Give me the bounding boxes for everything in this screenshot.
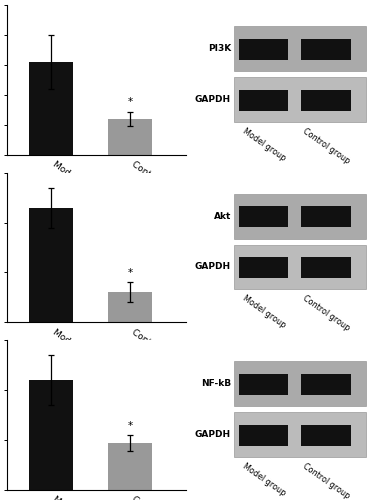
Text: GAPDH: GAPDH <box>195 95 231 104</box>
Bar <box>233 26 366 71</box>
Text: NF-kB: NF-kB <box>201 379 231 388</box>
Bar <box>233 194 366 238</box>
Bar <box>239 206 288 228</box>
Bar <box>233 244 366 290</box>
Bar <box>239 38 288 60</box>
Bar <box>301 374 351 395</box>
Text: GAPDH: GAPDH <box>195 430 231 439</box>
Bar <box>301 257 351 278</box>
Bar <box>239 374 288 395</box>
Bar <box>239 90 288 110</box>
Bar <box>301 90 351 110</box>
Bar <box>301 206 351 228</box>
Bar <box>233 77 366 122</box>
Text: GAPDH: GAPDH <box>195 262 231 272</box>
Text: *: * <box>128 420 133 430</box>
Bar <box>29 62 73 154</box>
Text: Control group: Control group <box>301 294 351 333</box>
Bar <box>29 208 73 322</box>
Bar <box>239 257 288 278</box>
Text: Control group: Control group <box>301 462 351 500</box>
Bar <box>239 425 288 446</box>
Bar <box>29 380 73 490</box>
Bar <box>109 119 152 154</box>
Text: *: * <box>128 268 133 278</box>
Text: Model group: Model group <box>241 126 287 162</box>
Text: PI3K: PI3K <box>208 44 231 53</box>
Text: Akt: Akt <box>214 212 231 220</box>
Bar <box>301 425 351 446</box>
Bar <box>233 412 366 457</box>
Bar <box>233 362 366 406</box>
Bar <box>109 443 152 490</box>
Bar <box>301 38 351 60</box>
Text: Model group: Model group <box>241 462 287 498</box>
Text: Model group: Model group <box>241 294 287 330</box>
Text: Control group: Control group <box>301 126 351 166</box>
Text: *: * <box>128 97 133 107</box>
Bar <box>109 292 152 322</box>
